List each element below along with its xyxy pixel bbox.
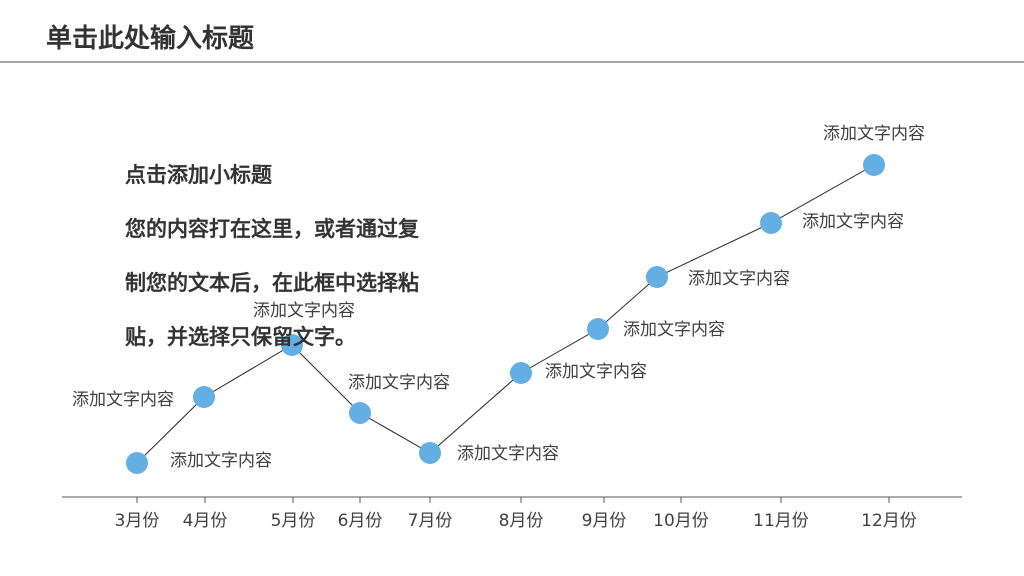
body-line: 贴，并选择只保留文字。 (125, 325, 356, 349)
body-line: 您的内容打在这里，或者通过复 (125, 217, 419, 241)
series-line (136, 164, 875, 464)
title-rule (0, 61, 1024, 63)
data-point (193, 386, 215, 408)
data-point (510, 362, 532, 384)
data-point (419, 442, 441, 464)
x-tick-label: 3月份 (115, 511, 160, 531)
point-label: 添加文字内容 (623, 320, 725, 340)
x-tick-label: 5月份 (271, 511, 316, 531)
data-point (646, 266, 668, 288)
point-label: 添加文字内容 (170, 451, 272, 471)
x-tick-label: 10月份 (653, 511, 709, 531)
point-label: 添加文字内容 (72, 390, 174, 410)
point-label: 添加文字内容 (823, 124, 925, 144)
data-point (760, 212, 782, 234)
data-point (126, 452, 148, 474)
point-label: 添加文字内容 (688, 269, 790, 289)
point-label: 添加文字内容 (802, 212, 904, 232)
x-tick-label: 4月份 (183, 511, 228, 531)
subtitle: 点击添加小标题 (125, 163, 272, 187)
x-tick-label: 6月份 (338, 511, 383, 531)
data-point (349, 402, 371, 424)
x-tick-label: 11月份 (753, 511, 809, 531)
x-tick-label: 12月份 (861, 511, 917, 531)
data-point (587, 318, 609, 340)
point-label: 添加文字内容 (457, 444, 559, 464)
point-label: 添加文字内容 (348, 373, 450, 393)
text-box: 点击添加小标题 您的内容打在这里，或者通过复 制您的文本后，在此框中选择粘 贴，… (125, 148, 419, 364)
x-tick-label: 9月份 (582, 511, 627, 531)
x-tick-label: 7月份 (408, 511, 453, 531)
x-tick-label: 8月份 (499, 511, 544, 531)
body-line: 制您的文本后，在此框中选择粘 (125, 271, 419, 295)
data-point (863, 154, 885, 176)
slide-title: 单击此处输入标题 (46, 24, 255, 54)
point-label: 添加文字内容 (253, 301, 355, 321)
data-point (281, 334, 303, 356)
point-label: 添加文字内容 (545, 362, 647, 382)
